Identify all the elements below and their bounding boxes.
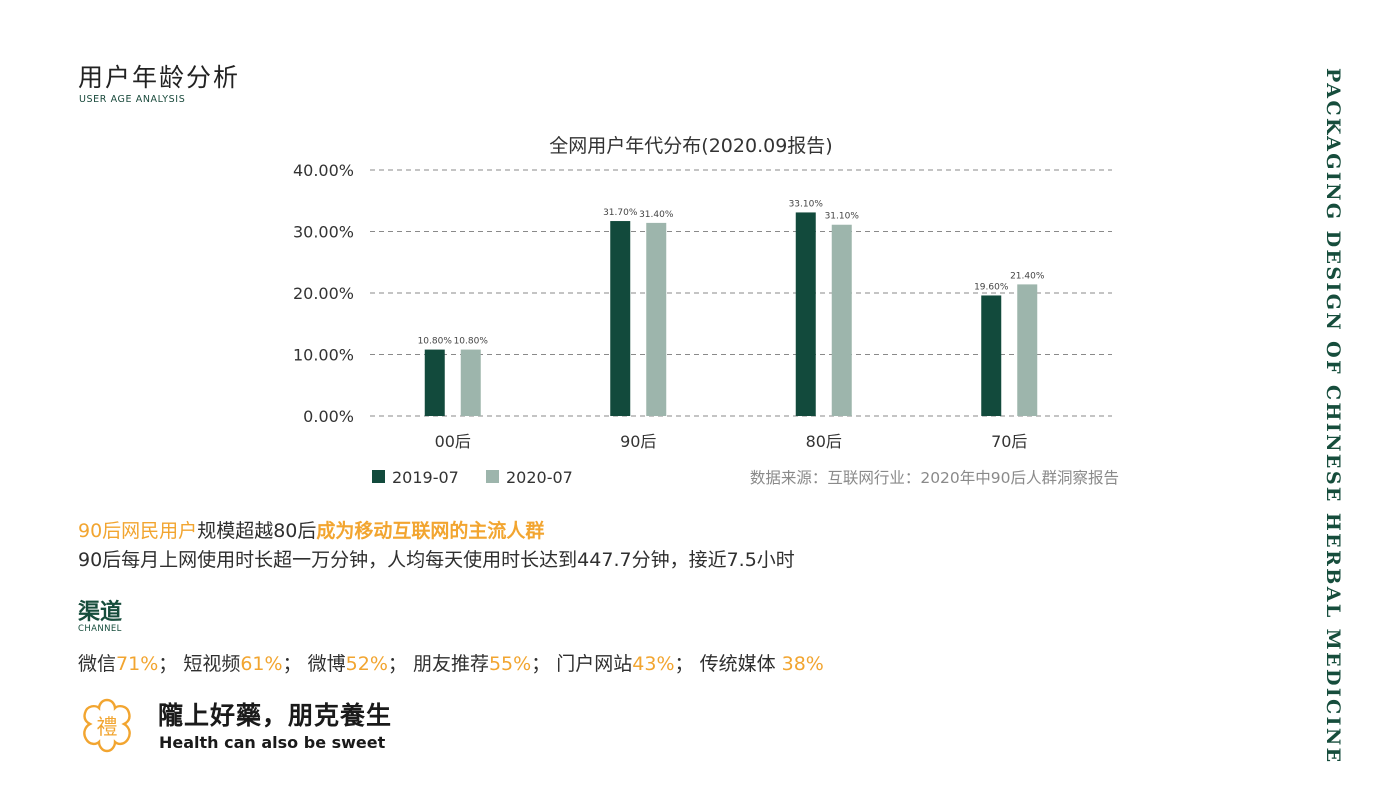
legend-label: 2020-07 [506,468,573,487]
channel-list: 微信71%； 短视频61%； 微博52%； 朋友推荐55%； 门户网站43%； … [78,649,824,676]
summary-detail: 90后每月上网使用时长超一万分钟，人均每天使用时长达到447.7分钟，接近7.5… [78,549,795,571]
brand-logo-icon: 禮 [83,698,131,753]
logo-character: 禮 [97,715,118,739]
channel-item: 朋友推荐55%； [412,653,551,675]
data-label: 21.40% [1010,271,1045,281]
headline-highlight: 90后网民用户 [78,520,198,542]
brand-slogan: 隴上好藥，朋克養生 [158,701,393,730]
bar-2019-07 [610,221,631,416]
data-label: 31.10% [825,212,860,222]
summary-headline: 90后网民用户规模超越80后成为移动互联网的主流人群 [78,516,544,543]
bar-2019-07 [424,349,445,416]
bar-2020-07 [1017,284,1038,416]
x-tick-label: 80后 [806,432,842,451]
chart-title: 全网用户年代分布(2020.09报告) [549,135,832,157]
y-tick-label: 20.00% [293,284,354,303]
bar-2019-07 [981,295,1002,416]
data-label: 31.70% [603,208,638,218]
headline-emphasis: 成为移动互联网的主流人群 [316,520,545,542]
x-tick-label: 90后 [620,432,656,451]
chart-source: 数据来源：互联网行业：2020年中90后人群洞察报告 [750,469,1119,487]
legend-swatch-2020-07 [486,470,499,483]
data-label: 10.80% [418,337,453,347]
bar-2020-07 [831,224,852,416]
page-subtitle: USER AGE ANALYSIS [79,94,186,105]
channel-subtitle: CHANNEL [78,624,122,634]
channel-item: 短视频61%； [183,653,302,675]
bar-2019-07 [795,212,816,416]
channel-title: 渠道 [78,600,123,625]
y-tick-label: 0.00% [303,407,354,426]
data-label: 10.80% [454,337,489,347]
bar-2020-07 [460,349,481,416]
channel-item: 门户网站43%； [556,653,694,675]
channel-item: 微博52%； [307,653,407,675]
headline-text: 规模超越80后 [197,520,317,542]
y-tick-label: 40.00% [293,161,354,180]
x-tick-label: 70后 [991,432,1027,451]
brand-slogan-english: Health can also be sweet [159,733,386,752]
x-tick-label: 00后 [435,432,471,451]
bar-2020-07 [646,222,667,416]
data-label: 33.10% [789,199,824,209]
data-label: 19.60% [974,282,1009,292]
data-label: 31.40% [639,210,674,220]
channel-item: 微信71%； [78,653,178,675]
side-title: PACKAGING DESIGN OF CHINESE HERBAL MEDIC… [1322,68,1344,765]
legend-swatch-2019-07 [372,470,385,483]
channel-item: 传统媒体 38% [699,653,824,675]
legend-label: 2019-07 [392,468,459,487]
age-distribution-chart: 全网用户年代分布(2020.09报告) 0.00% 10.00% 20.00% 30.0… [293,135,1119,487]
y-tick-label: 30.00% [293,223,354,242]
y-tick-label: 10.00% [293,346,354,365]
page-title: 用户年龄分析 [78,63,241,92]
